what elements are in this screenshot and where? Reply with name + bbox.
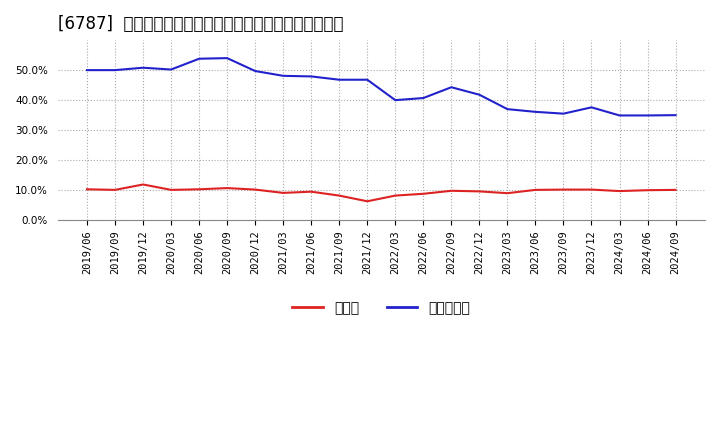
有利子負債 xyxy=(531,109,540,114)
Legend: 現預金, 有利子負債: 現預金, 有利子負債 xyxy=(287,296,476,321)
Text: [6787]  現預金、有利子負債の総資産に対する比率の推移: [6787] 現預金、有利子負債の総資産に対する比率の推移 xyxy=(58,15,343,33)
現預金 xyxy=(643,187,652,193)
現預金 xyxy=(559,187,568,192)
現預金 xyxy=(167,187,176,193)
現預金 xyxy=(111,187,120,193)
現預金 xyxy=(588,187,596,192)
有利子負債 xyxy=(559,111,568,116)
現預金 xyxy=(83,187,91,192)
Line: 有利子負債: 有利子負債 xyxy=(87,58,675,115)
現預金 xyxy=(222,185,231,191)
現預金 xyxy=(531,187,540,193)
現預金 xyxy=(419,191,428,196)
現預金 xyxy=(335,193,343,198)
現預金 xyxy=(279,190,287,195)
有利子負債 xyxy=(139,65,148,70)
現預金 xyxy=(307,189,315,194)
現預金 xyxy=(475,189,484,194)
有利子負債 xyxy=(83,67,91,73)
有利子負債 xyxy=(503,106,512,112)
有利子負債 xyxy=(615,113,624,118)
現預金 xyxy=(671,187,680,193)
現預金 xyxy=(251,187,259,192)
現預金 xyxy=(447,188,456,194)
有利子負債 xyxy=(475,92,484,97)
有利子負債 xyxy=(363,77,372,82)
有利子負債 xyxy=(111,67,120,73)
有利子負債 xyxy=(391,98,400,103)
有利子負債 xyxy=(279,73,287,78)
Line: 現預金: 現預金 xyxy=(87,184,675,201)
有利子負債 xyxy=(671,113,680,118)
有利子負債 xyxy=(335,77,343,82)
有利子負債 xyxy=(419,95,428,101)
現預金 xyxy=(363,198,372,204)
有利子負債 xyxy=(222,55,231,61)
現預金 xyxy=(391,193,400,198)
現預金 xyxy=(195,187,204,192)
有利子負債 xyxy=(195,56,204,61)
現預金 xyxy=(139,182,148,187)
現預金 xyxy=(503,191,512,196)
有利子負債 xyxy=(643,113,652,118)
有利子負債 xyxy=(307,74,315,79)
有利子負債 xyxy=(447,84,456,90)
現預金 xyxy=(615,188,624,194)
有利子負債 xyxy=(167,67,176,72)
有利子負債 xyxy=(588,105,596,110)
有利子負債 xyxy=(251,68,259,73)
